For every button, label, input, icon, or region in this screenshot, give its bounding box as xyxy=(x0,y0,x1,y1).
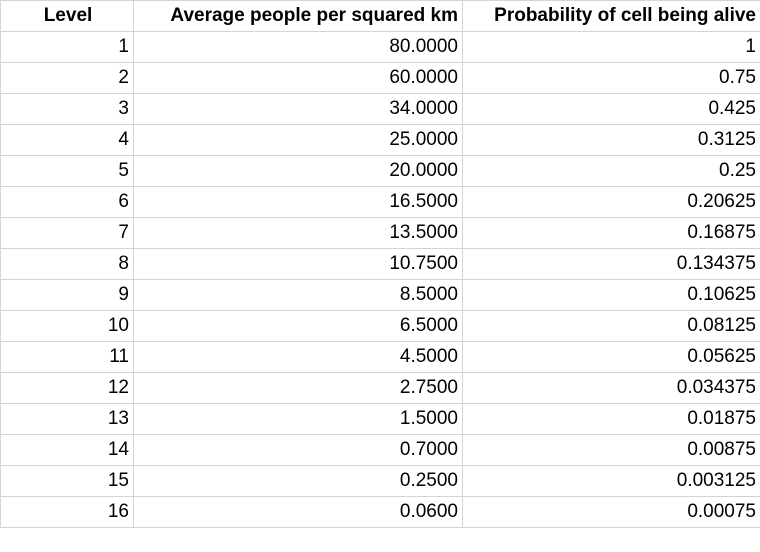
cell-level[interactable]: 16 xyxy=(0,496,134,528)
table-row: 8 10.7500 0.134375 xyxy=(0,248,760,280)
data-table: Level Average people per squared km Prob… xyxy=(0,0,760,528)
cell-density[interactable]: 10.7500 xyxy=(133,248,463,280)
cell-level[interactable]: 12 xyxy=(0,372,134,404)
cell-density[interactable]: 1.5000 xyxy=(133,403,463,435)
cell-probability[interactable]: 0.3125 xyxy=(462,124,760,156)
table-row: 3 34.0000 0.425 xyxy=(0,93,760,125)
cell-density[interactable]: 6.5000 xyxy=(133,310,463,342)
cell-density[interactable]: 0.7000 xyxy=(133,434,463,466)
cell-probability[interactable]: 0.034375 xyxy=(462,372,760,404)
cell-probability[interactable]: 0.10625 xyxy=(462,279,760,311)
table-body: 1 80.0000 1 2 60.0000 0.75 3 34.0000 0.425 4 25.00… xyxy=(0,31,760,528)
cell-level[interactable]: 1 xyxy=(0,31,134,63)
cell-level[interactable]: 2 xyxy=(0,62,134,94)
cell-level[interactable]: 10 xyxy=(0,310,134,342)
cell-probability[interactable]: 0.20625 xyxy=(462,186,760,218)
table-row: 11 4.5000 0.05625 xyxy=(0,341,760,373)
cell-level[interactable]: 7 xyxy=(0,217,134,249)
cell-density[interactable]: 20.0000 xyxy=(133,155,463,187)
cell-probability[interactable]: 0.16875 xyxy=(462,217,760,249)
cell-probability[interactable]: 0.00075 xyxy=(462,496,760,528)
table-row: 10 6.5000 0.08125 xyxy=(0,310,760,342)
table-row: 2 60.0000 0.75 xyxy=(0,62,760,94)
cell-density[interactable]: 8.5000 xyxy=(133,279,463,311)
header-cell-probability[interactable]: Probability of cell being alive xyxy=(462,0,760,32)
cell-probability[interactable]: 1 xyxy=(462,31,760,63)
cell-density[interactable]: 0.2500 xyxy=(133,465,463,497)
cell-density[interactable]: 4.5000 xyxy=(133,341,463,373)
cell-density[interactable]: 13.5000 xyxy=(133,217,463,249)
cell-level[interactable]: 4 xyxy=(0,124,134,156)
cell-level[interactable]: 9 xyxy=(0,279,134,311)
cell-probability[interactable]: 0.25 xyxy=(462,155,760,187)
cell-density[interactable]: 16.5000 xyxy=(133,186,463,218)
table-row: 1 80.0000 1 xyxy=(0,31,760,63)
table-row: 6 16.5000 0.20625 xyxy=(0,186,760,218)
cell-density[interactable]: 0.0600 xyxy=(133,496,463,528)
cell-level[interactable]: 15 xyxy=(0,465,134,497)
header-row: Level Average people per squared km Prob… xyxy=(0,0,760,32)
cell-density[interactable]: 2.7500 xyxy=(133,372,463,404)
table-row: 16 0.0600 0.00075 xyxy=(0,496,760,528)
cell-probability[interactable]: 0.75 xyxy=(462,62,760,94)
cell-probability[interactable]: 0.00875 xyxy=(462,434,760,466)
table-row: 9 8.5000 0.10625 xyxy=(0,279,760,311)
cell-density[interactable]: 60.0000 xyxy=(133,62,463,94)
cell-probability[interactable]: 0.003125 xyxy=(462,465,760,497)
cell-probability[interactable]: 0.08125 xyxy=(462,310,760,342)
table-row: 14 0.7000 0.00875 xyxy=(0,434,760,466)
cell-level[interactable]: 11 xyxy=(0,341,134,373)
cell-level[interactable]: 5 xyxy=(0,155,134,187)
table-row: 12 2.7500 0.034375 xyxy=(0,372,760,404)
cell-probability[interactable]: 0.05625 xyxy=(462,341,760,373)
cell-density[interactable]: 34.0000 xyxy=(133,93,463,125)
cell-level[interactable]: 14 xyxy=(0,434,134,466)
cell-level[interactable]: 8 xyxy=(0,248,134,280)
header-cell-level[interactable]: Level xyxy=(0,0,134,32)
header-cell-density[interactable]: Average people per squared km xyxy=(133,0,463,32)
cell-probability[interactable]: 0.134375 xyxy=(462,248,760,280)
cell-density[interactable]: 80.0000 xyxy=(133,31,463,63)
table-row: 13 1.5000 0.01875 xyxy=(0,403,760,435)
table-row: 5 20.0000 0.25 xyxy=(0,155,760,187)
table-row: 4 25.0000 0.3125 xyxy=(0,124,760,156)
cell-level[interactable]: 6 xyxy=(0,186,134,218)
table-row: 7 13.5000 0.16875 xyxy=(0,217,760,249)
cell-level[interactable]: 3 xyxy=(0,93,134,125)
table-row: 15 0.2500 0.003125 xyxy=(0,465,760,497)
cell-density[interactable]: 25.0000 xyxy=(133,124,463,156)
cell-probability[interactable]: 0.425 xyxy=(462,93,760,125)
cell-probability[interactable]: 0.01875 xyxy=(462,403,760,435)
cell-level[interactable]: 13 xyxy=(0,403,134,435)
